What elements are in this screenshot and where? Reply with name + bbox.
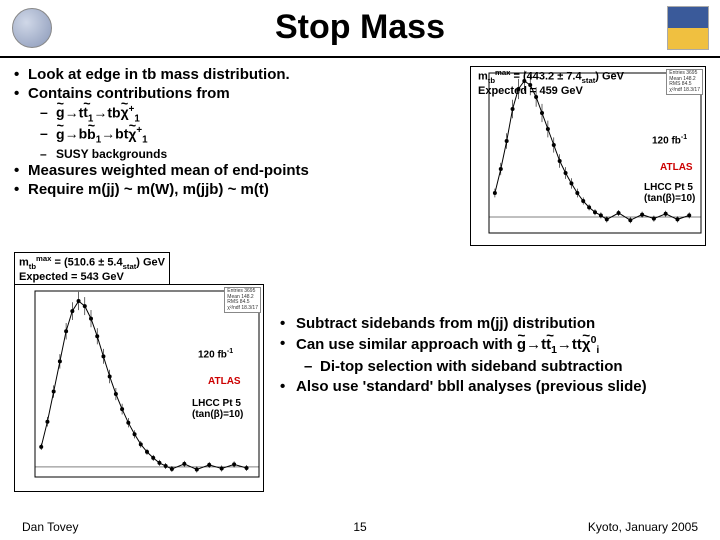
footer-venue: Kyoto, January 2005 — [588, 520, 698, 534]
annot-tr-line1: mtbmax = (443.2 ± 7.4stat) GeV — [478, 68, 624, 85]
bullets-top: Look at edge in tb mass distribution. Co… — [14, 66, 454, 199]
chart-top-lumi: 120 fb-1 — [652, 134, 687, 146]
footer-page: 15 — [353, 520, 366, 534]
chart-bottom-atlas: ATLAS — [208, 376, 241, 387]
rbullet-3: Also use 'standard' bbll analyses (previ… — [280, 377, 710, 397]
bullet-4: Require m(jj) ~ m(W), m(jjb) ~ m(t) — [14, 181, 454, 200]
annot-top-right: mtbmax = (443.2 ± 7.4stat) GeV Expected … — [478, 68, 624, 97]
bullet-2a: g→tt1→tbχ+1 — [14, 104, 454, 126]
bullet-2b: g→bb1→btχ+1 — [14, 125, 454, 147]
bullets-right: Subtract sidebands from m(jj) distributi… — [280, 314, 710, 396]
chart-top-model: LHCC Pt 5(tan(β)=10) — [644, 182, 714, 204]
logo-left — [6, 4, 58, 52]
chart-bottom-svg — [15, 285, 265, 493]
rbullet-2: Can use similar approach with g→tt1→ttχ0… — [280, 334, 710, 358]
bullet-2: Contains contributions from — [14, 85, 454, 104]
chart-bottom: Entries 3695Mean 148.2RMS 84.5χ²/ndf 18.… — [14, 284, 264, 492]
annot-left-line2: Expected = 543 GeV — [19, 271, 165, 283]
bullet-1: Look at edge in tb mass distribution. — [14, 66, 454, 85]
logo-right — [662, 4, 714, 52]
annot-left: mtbmax = (510.6 ± 5.4stat) GeV Expected … — [14, 252, 170, 285]
chart-bottom-model: LHCC Pt 5(tan(β)=10) — [192, 398, 264, 420]
footer: Dan Tovey 15 Kyoto, January 2005 — [0, 520, 720, 538]
chart-bottom-statbox: Entries 3695Mean 148.2RMS 84.5χ²/ndf 18.… — [224, 287, 261, 313]
annot-left-line1: mtbmax = (510.6 ± 5.4stat) GeV — [19, 254, 165, 271]
page-title: Stop Mass — [0, 0, 720, 47]
footer-author: Dan Tovey — [22, 520, 78, 534]
content: Look at edge in tb mass distribution. Co… — [0, 60, 720, 518]
chart-bottom-lumi: 120 fb-1 — [198, 348, 233, 360]
bullet-2c: SUSY backgrounds — [14, 147, 454, 162]
chart-top-statbox: Entries 3695Mean 148.2RMS 84.5χ²/ndf 18.… — [666, 69, 703, 95]
title-bar: Stop Mass — [0, 0, 720, 58]
annot-tr-line2: Expected = 459 GeV — [478, 85, 624, 97]
bullet-3: Measures weighted mean of end-points — [14, 162, 454, 181]
rbullet-1: Subtract sidebands from m(jj) distributi… — [280, 314, 710, 334]
rbullet-2a: Di-top selection with sideband subtracti… — [280, 357, 710, 377]
chart-top-atlas: ATLAS — [660, 162, 693, 173]
